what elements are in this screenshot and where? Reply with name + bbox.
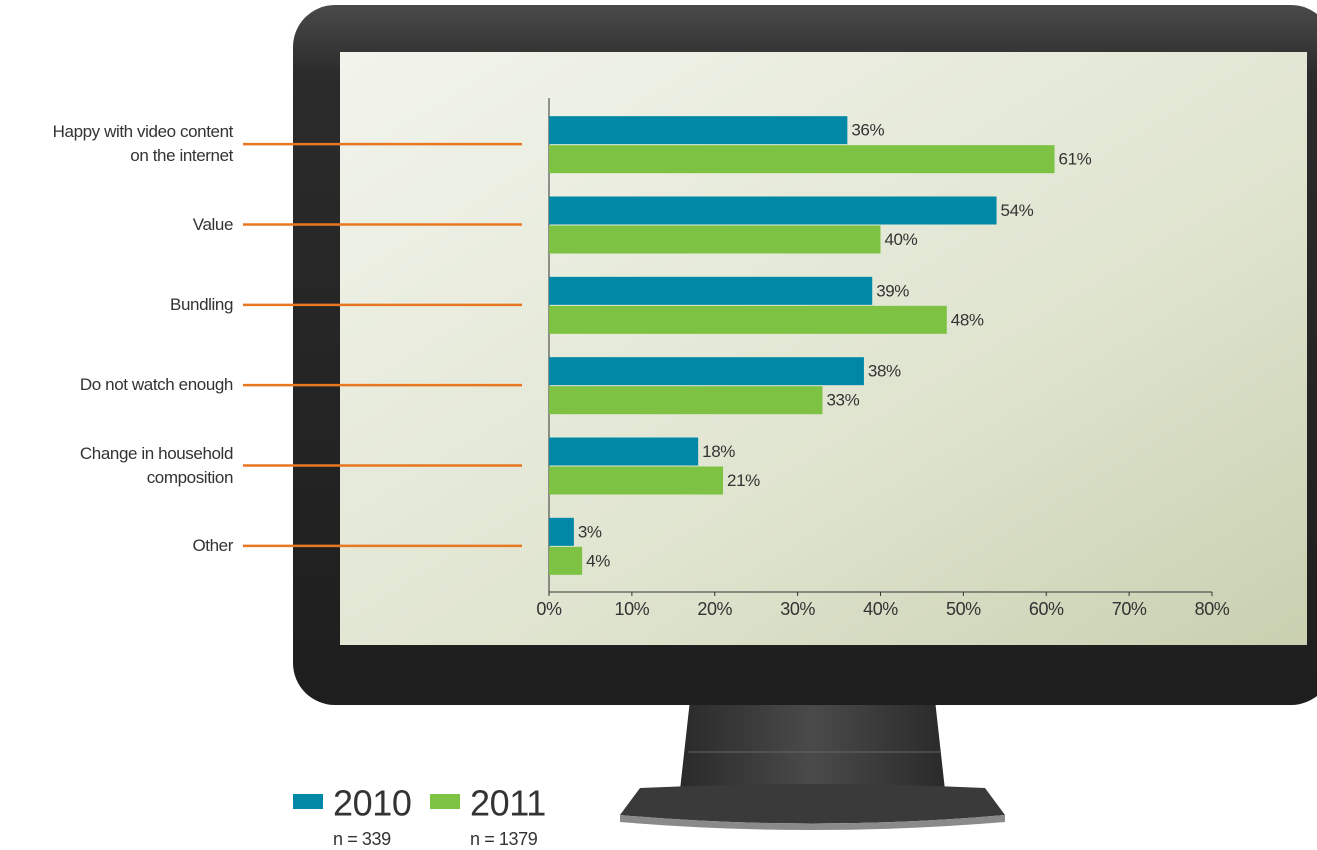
bar: [549, 517, 574, 546]
bar: [549, 386, 823, 415]
value-label: 4%: [586, 551, 610, 570]
value-label: 18%: [702, 442, 735, 461]
x-tick-label: 20%: [697, 599, 732, 619]
legend-note: n = 1379: [470, 829, 538, 849]
bar: [549, 305, 947, 334]
x-tick-label: 50%: [946, 599, 981, 619]
value-label: 39%: [876, 281, 909, 300]
category-label: Change in household composition: [79, 443, 233, 487]
bar: [549, 276, 873, 305]
base-edge: [620, 815, 1005, 830]
bar: [549, 196, 997, 225]
value-label: 40%: [885, 230, 918, 249]
value-label: 48%: [951, 310, 984, 329]
legend-label: 2010: [333, 783, 412, 824]
bar: [549, 116, 848, 145]
x-tick-label: 60%: [1029, 599, 1064, 619]
bar: [549, 145, 1055, 174]
legend-note: n = 339: [333, 829, 391, 849]
legend-swatch: [430, 794, 460, 809]
value-label: 36%: [851, 121, 884, 140]
value-label: 38%: [868, 362, 901, 381]
category-label: Do not watch enough: [79, 375, 233, 395]
x-tick-label: 10%: [614, 599, 649, 619]
x-tick-label: 80%: [1195, 599, 1230, 619]
value-label: 54%: [1001, 201, 1034, 220]
bar: [549, 546, 583, 575]
value-label: 33%: [826, 391, 859, 410]
category-label: Other: [192, 535, 233, 555]
bar: [549, 357, 864, 386]
x-tick-label: 0%: [536, 599, 562, 619]
value-label: 21%: [727, 471, 760, 490]
monitor-neck: [680, 700, 945, 790]
category-label: Bundling: [170, 294, 233, 314]
legend-label: 2011: [470, 783, 546, 824]
value-label: 61%: [1059, 150, 1092, 169]
x-tick-label: 30%: [780, 599, 815, 619]
category-label: Value: [192, 214, 234, 234]
bar: [549, 466, 724, 495]
monitor-base: [620, 784, 1005, 824]
bar: [549, 437, 699, 466]
value-label: 3%: [578, 522, 602, 541]
category-label: Happy with video content on the internet: [52, 122, 234, 166]
legend-swatch: [293, 794, 323, 809]
x-tick-label: 40%: [863, 599, 898, 619]
x-tick-label: 70%: [1112, 599, 1147, 619]
bar: [549, 225, 881, 254]
